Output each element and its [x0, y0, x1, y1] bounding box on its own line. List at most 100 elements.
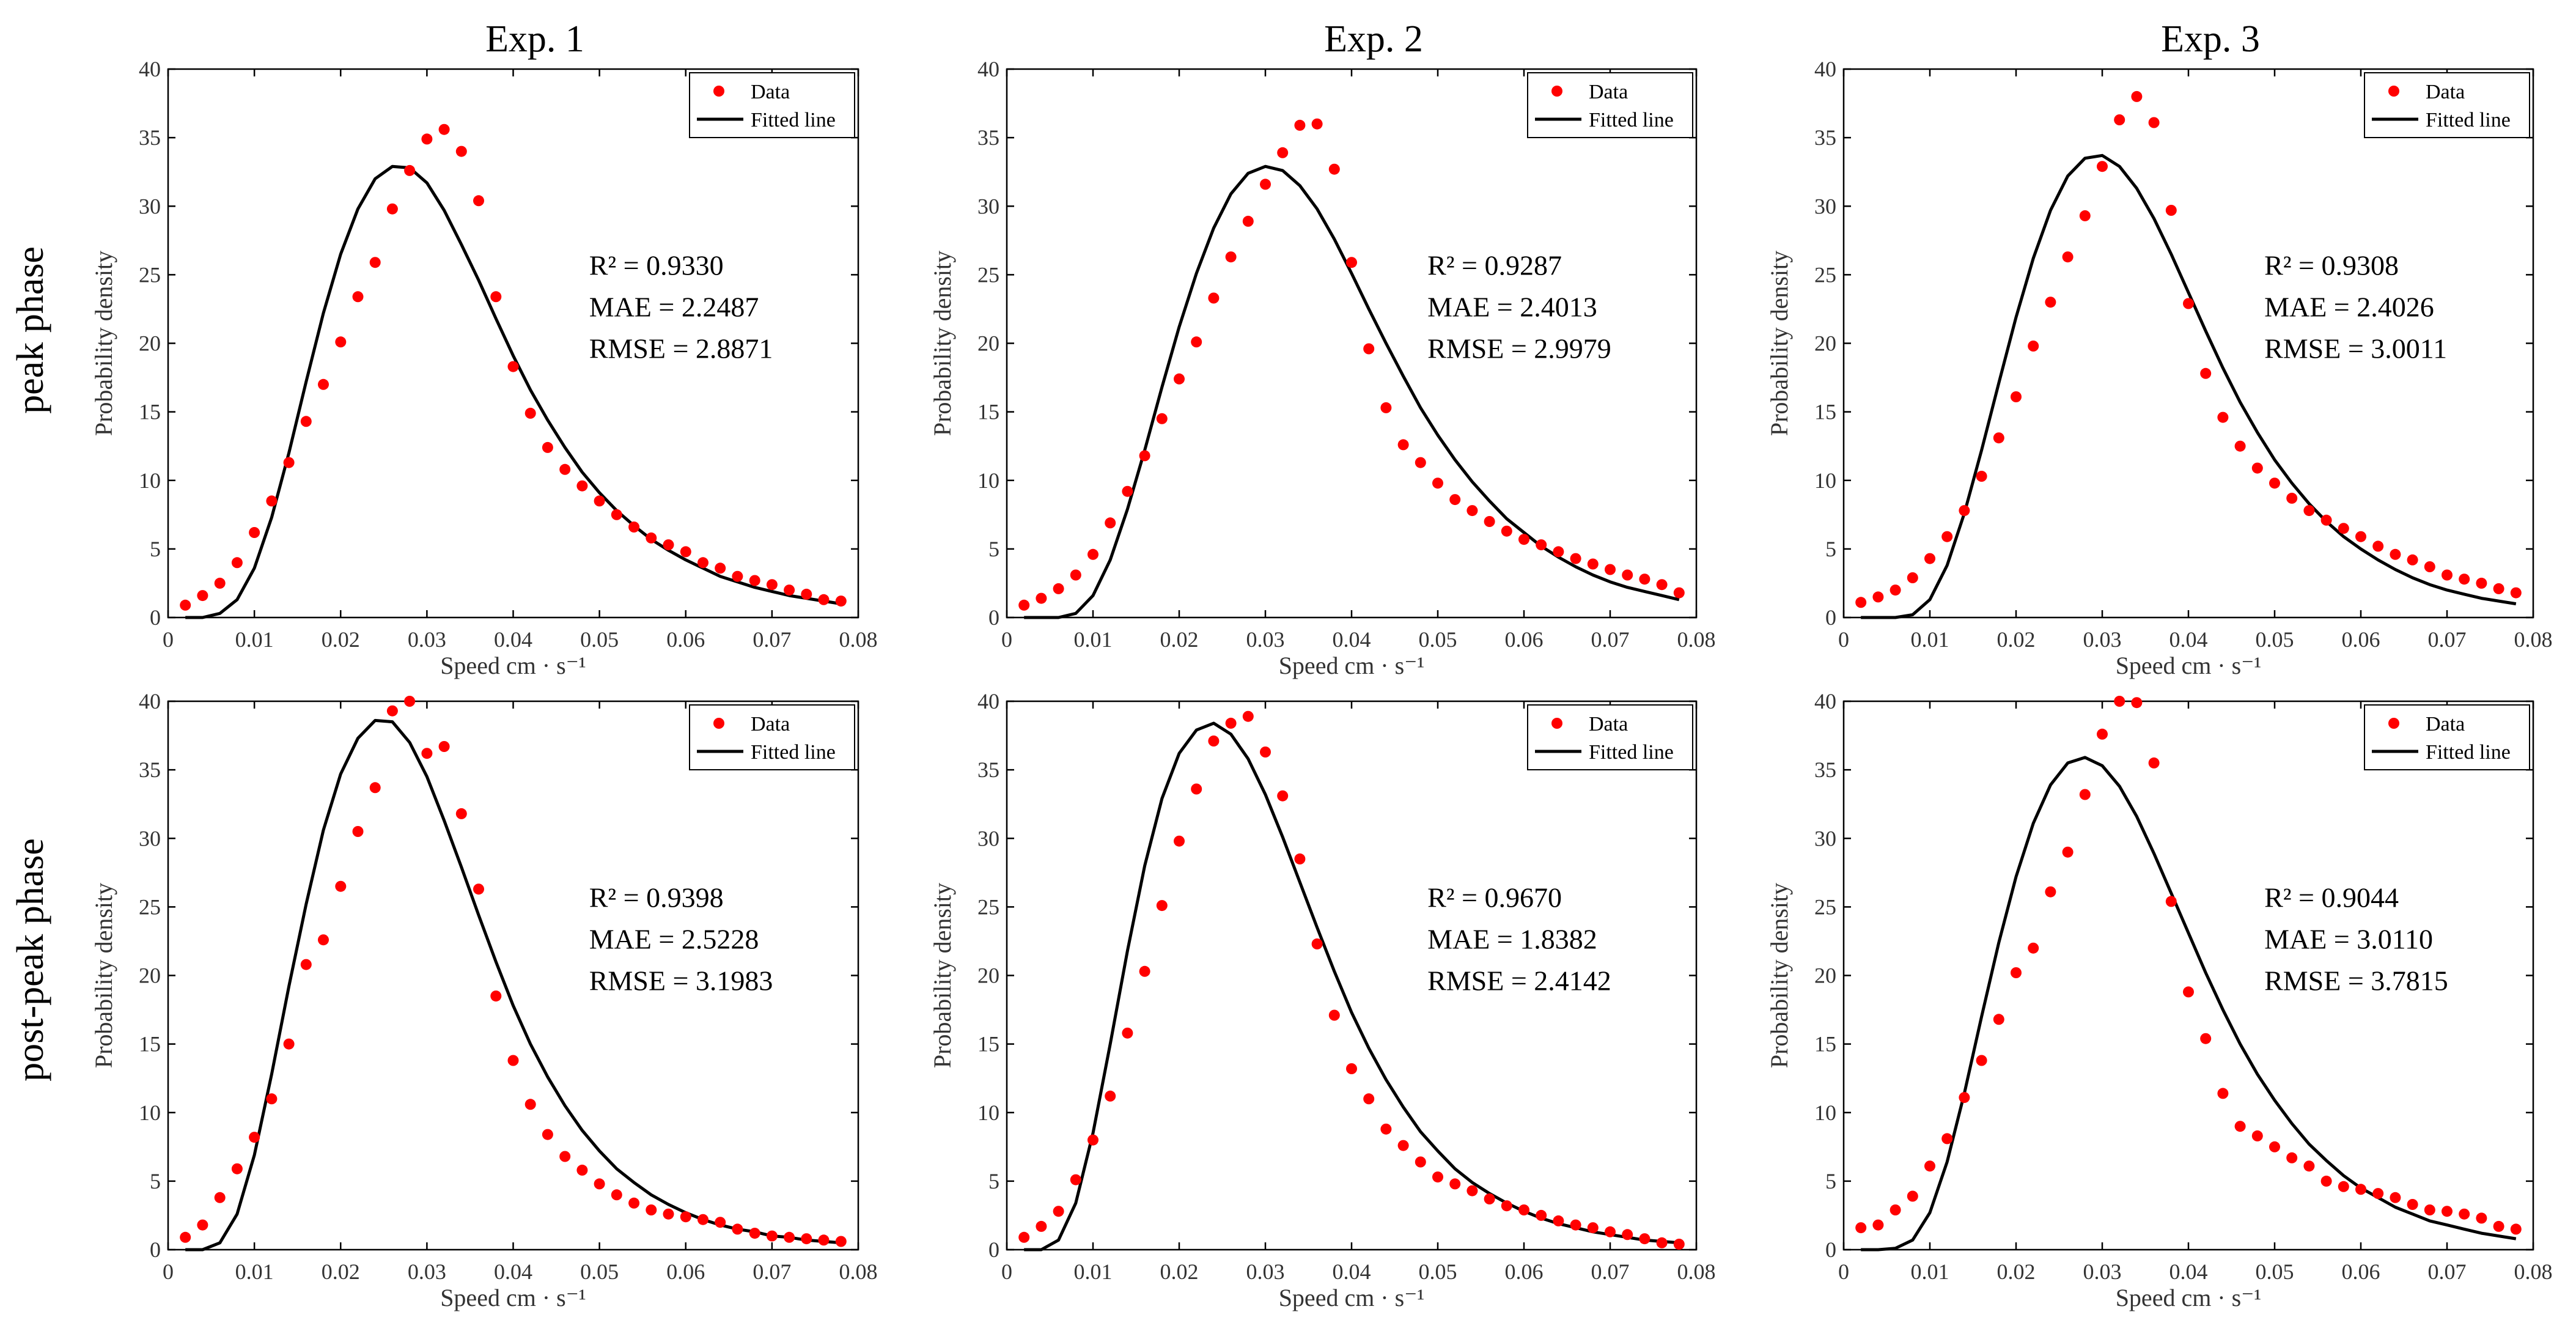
data-point — [2407, 554, 2418, 566]
data-point — [2424, 1204, 2435, 1215]
data-point — [455, 146, 467, 157]
data-point — [1105, 1090, 1116, 1102]
data-point — [318, 934, 329, 946]
data-point — [369, 782, 381, 794]
data-point — [697, 1214, 708, 1225]
y-tick-label: 20 — [1814, 964, 1836, 988]
data-point — [1639, 573, 1650, 585]
legend-box — [2364, 704, 2530, 770]
x-axis-label: Speed cm · s⁻¹ — [440, 1284, 586, 1311]
x-tick-label: 0.02 — [1997, 627, 2036, 652]
x-tick-label: 0.08 — [2514, 627, 2553, 652]
data-point — [2165, 896, 2177, 907]
data-point — [404, 696, 416, 707]
y-tick-label: 20 — [1814, 331, 1836, 356]
data-point — [1941, 531, 1953, 542]
data-point — [1070, 569, 1081, 581]
x-tick-label: 0.01 — [1911, 627, 1949, 652]
y-tick-label: 10 — [139, 468, 161, 493]
legend-marker-data — [2388, 718, 2399, 729]
data-point — [1622, 1229, 1633, 1241]
data-point — [2062, 251, 2074, 263]
legend: Data Fitted line — [2364, 72, 2530, 138]
data-point — [1673, 1239, 1685, 1250]
data-point — [1536, 1209, 1547, 1221]
y-tick-label: 40 — [139, 689, 161, 713]
data-point — [249, 527, 260, 538]
legend-label-data: Data — [2426, 81, 2465, 103]
x-tick-label: 0 — [163, 627, 174, 652]
legend-marker-data — [713, 86, 724, 97]
x-axis-label: Speed cm · s⁻¹ — [1279, 652, 1425, 679]
data-point — [1087, 548, 1098, 560]
x-tick-label: 0 — [1001, 1259, 1012, 1284]
legend-label-fit: Fitted line — [2426, 109, 2511, 131]
panel-post-peak-exp-2: 0 0.01 0.02 0.03 0.04 0.05 0.06 0.07 0.08 0 5 10 15 2… — [929, 689, 1716, 1311]
data-point — [1959, 1092, 1970, 1104]
legend-box — [2364, 72, 2530, 138]
data-point — [1191, 336, 1202, 348]
data-point — [1328, 163, 1340, 175]
x-tick-label: 0.07 — [1591, 627, 1630, 652]
y-tick-label: 5 — [150, 1169, 161, 1193]
x-tick-label: 0.04 — [494, 1259, 532, 1284]
data-point — [2062, 846, 2074, 858]
data-point — [2234, 440, 2246, 452]
y-tick-label: 25 — [139, 262, 161, 287]
y-tick-label: 15 — [1814, 400, 1836, 424]
data-point — [335, 880, 347, 892]
data-point — [680, 546, 691, 558]
x-tick-label: 0.07 — [2428, 1259, 2467, 1284]
x-tick-label: 0.02 — [322, 1259, 360, 1284]
fitted-line-series — [185, 164, 842, 619]
y-tick-label: 20 — [139, 964, 161, 988]
data-point — [283, 457, 295, 468]
data-point — [542, 1129, 553, 1140]
data-point — [2028, 942, 2039, 954]
y-axis-label: Probability density — [929, 883, 956, 1068]
data-point — [2251, 462, 2263, 474]
data-point — [1036, 1220, 1047, 1232]
data-point — [1656, 1237, 1668, 1248]
data-point — [1570, 1219, 1581, 1231]
data-point — [1587, 558, 1599, 570]
y-tick-label: 10 — [977, 1101, 999, 1125]
legend-label-fit: Fitted line — [1589, 741, 1674, 764]
y-tick-label: 0 — [988, 1237, 999, 1262]
stat-line: MAE = 2.4013 — [1427, 291, 1597, 322]
row-title-post-peak-phase: post-peak phase — [10, 838, 51, 1082]
data-point — [2320, 1175, 2332, 1187]
data-point — [386, 203, 398, 215]
data-point — [2355, 1184, 2366, 1195]
data-point — [732, 570, 743, 582]
data-point — [404, 164, 416, 176]
data-point — [2407, 1199, 2418, 1210]
x-tick-label: 0.01 — [1074, 627, 1113, 652]
x-axis-label: Speed cm · s⁻¹ — [440, 652, 586, 679]
data-point — [1976, 471, 1987, 482]
x-tick-label: 0.07 — [753, 627, 791, 652]
data-point — [2442, 1206, 2453, 1217]
data-point — [2442, 569, 2453, 581]
data-point — [197, 590, 208, 602]
data-point — [2045, 297, 2056, 308]
y-tick-label: 10 — [1814, 468, 1836, 493]
data-point — [1855, 1222, 1867, 1234]
y-tick-label: 35 — [977, 125, 999, 150]
x-tick-label: 0.02 — [322, 627, 360, 652]
y-tick-label: 20 — [977, 331, 999, 356]
y-axis-label: Probability density — [90, 883, 117, 1068]
data-point — [438, 124, 450, 135]
data-point — [1277, 790, 1289, 802]
legend-label-fit: Fitted line — [2426, 741, 2511, 764]
data-point — [646, 1204, 657, 1215]
fitted-line-series — [1024, 164, 1680, 619]
data-point — [2476, 1212, 2487, 1224]
data-point — [1363, 343, 1375, 355]
data-point — [715, 562, 726, 574]
data-point — [1518, 1204, 1529, 1215]
x-tick-label: 0.07 — [1591, 1259, 1630, 1284]
data-point — [2045, 886, 2056, 898]
data-point — [318, 378, 329, 390]
data-point — [2148, 117, 2160, 128]
